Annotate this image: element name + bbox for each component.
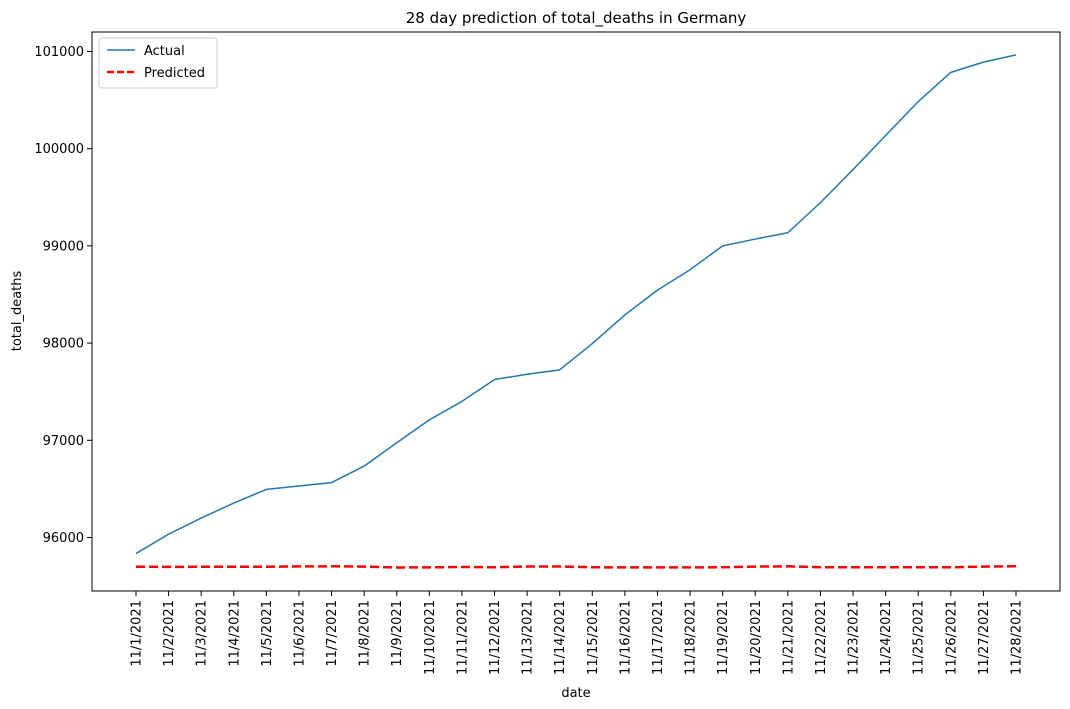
x-tick-label: 11/3/2021 [195, 600, 210, 667]
y-axis: 96000 97000 98000 99000 100000 101000 [34, 45, 92, 546]
legend: Actual Predicted [98, 37, 218, 89]
x-tick-label: 11/19/2021 [716, 600, 731, 675]
x-tick-label: 11/20/2021 [749, 600, 764, 675]
x-tick-label: 11/17/2021 [651, 600, 666, 675]
y-tick-label: 101000 [34, 45, 84, 60]
x-tick-label: 11/15/2021 [586, 600, 601, 675]
x-tick-label: 11/26/2021 [944, 600, 959, 675]
x-tick-label: 11/10/2021 [423, 600, 438, 675]
x-axis: 11/1/2021 11/2/2021 11/3/2021 11/4/2021 11/5… [130, 591, 1025, 675]
x-tick-label: 11/22/2021 [814, 600, 829, 675]
x-tick-label: 11/12/2021 [488, 600, 503, 675]
x-tick-label: 11/6/2021 [292, 600, 307, 667]
x-tick-label: 11/8/2021 [358, 600, 373, 667]
x-tick-label: 11/28/2021 [1010, 600, 1025, 675]
legend-label-actual: Actual [144, 44, 185, 59]
y-tick-label: 97000 [43, 434, 84, 449]
x-tick-label: 11/13/2021 [521, 600, 536, 675]
x-tick-label: 11/23/2021 [847, 600, 862, 675]
series-layer [135, 54, 1017, 569]
x-tick-label: 11/21/2021 [781, 600, 796, 675]
x-tick-label: 11/4/2021 [227, 600, 242, 667]
x-axis-label: date [561, 686, 590, 701]
series-line-actual [135, 54, 1017, 555]
y-tick-label: 98000 [43, 337, 84, 352]
x-tick-label: 11/1/2021 [130, 600, 145, 667]
plot-area [91, 31, 1061, 592]
x-tick-label: 11/9/2021 [390, 600, 405, 667]
x-tick-label: 11/11/2021 [455, 600, 470, 675]
x-tick-label: 11/27/2021 [977, 600, 992, 675]
y-axis-label: total_deaths [10, 271, 25, 352]
y-tick-label: 100000 [34, 142, 84, 157]
x-tick-label: 11/25/2021 [912, 600, 927, 675]
legend-label-predicted: Predicted [144, 66, 205, 81]
x-tick-label: 11/2/2021 [162, 600, 177, 667]
x-tick-label: 11/7/2021 [325, 600, 340, 667]
y-tick-label: 96000 [43, 531, 84, 546]
x-tick-label: 11/16/2021 [618, 600, 633, 675]
series-line-predicted [135, 565, 1017, 569]
x-tick-label: 11/18/2021 [684, 600, 699, 675]
y-tick-label: 99000 [43, 239, 84, 254]
x-tick-label: 11/14/2021 [553, 600, 568, 675]
chart-title: 28 day prediction of total_deaths in Ger… [406, 9, 747, 28]
x-tick-label: 11/5/2021 [260, 600, 275, 667]
x-tick-label: 11/24/2021 [879, 600, 894, 675]
